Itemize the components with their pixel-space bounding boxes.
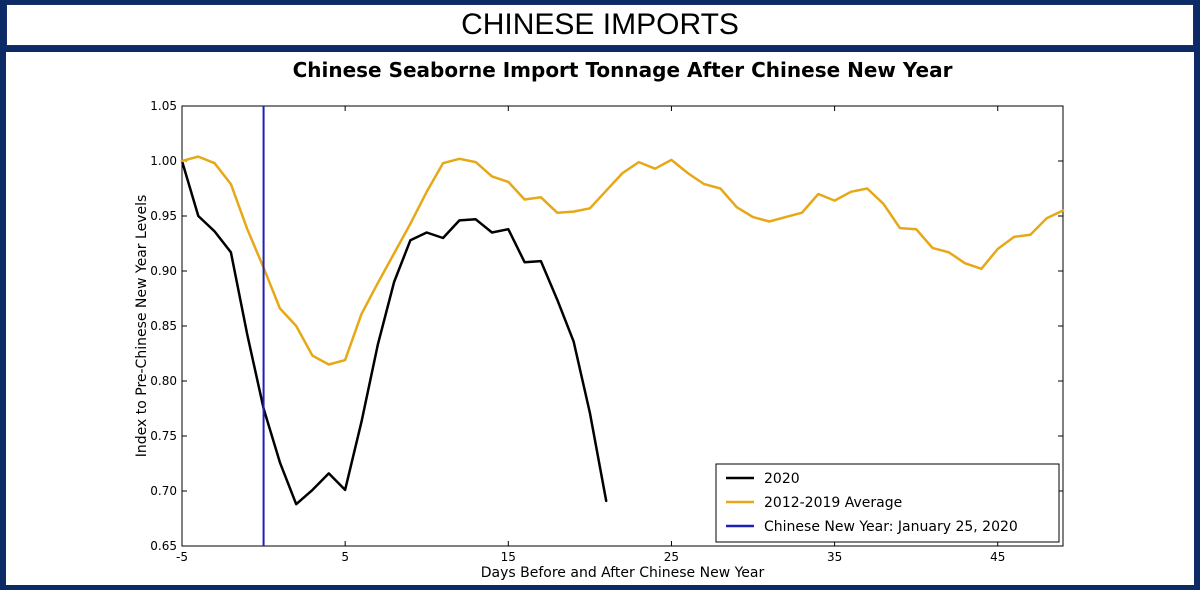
chart-svg: Chinese Seaborne Import Tonnage After Ch… xyxy=(134,58,1065,581)
legend-entry-label: 2012-2019 Average xyxy=(764,495,902,511)
header-banner: CHINESE IMPORTS xyxy=(6,4,1194,46)
y-tick-label: 0.65 xyxy=(150,539,177,553)
y-tick-label: 1.00 xyxy=(150,154,177,168)
header-title: CHINESE IMPORTS xyxy=(461,8,739,41)
x-tick-label: 35 xyxy=(827,550,842,564)
x-tick-label: 45 xyxy=(990,550,1005,564)
series-line-year-2020 xyxy=(180,159,608,506)
series-line-average-2012-2019 xyxy=(180,155,1065,366)
y-tick-label: 0.70 xyxy=(150,484,177,498)
y-axis-label: Index to Pre-Chinese New Year Levels xyxy=(134,195,150,458)
plot-layer: 0.65 0.70 0.75 0.80 0.85 0.90 0.95 1.00 1.05 -5 5 1… xyxy=(150,99,1065,564)
y-tick-label: 0.80 xyxy=(150,374,177,388)
x-tick-label: 25 xyxy=(664,550,679,564)
y-tick-label: 0.75 xyxy=(150,429,177,443)
x-tick-label: 15 xyxy=(501,550,516,564)
legend-entry-label: Chinese New Year: January 25, 2020 xyxy=(764,519,1018,535)
legend-entry-label: 2020 xyxy=(764,471,800,487)
x-tick-label: -5 xyxy=(176,550,188,564)
y-tick-label: 0.95 xyxy=(150,209,177,223)
y-tick-label: 0.85 xyxy=(150,319,177,333)
chart-panel: Chinese Seaborne Import Tonnage After Ch… xyxy=(6,52,1194,585)
chart-title: Chinese Seaborne Import Tonnage After Ch… xyxy=(293,58,953,82)
legend-box xyxy=(715,463,1060,543)
y-tick-label: 1.05 xyxy=(150,99,177,113)
x-axis-label: Days Before and After Chinese New Year xyxy=(481,565,765,581)
x-tick-label: 5 xyxy=(341,550,349,564)
y-tick-label: 0.90 xyxy=(150,264,177,278)
